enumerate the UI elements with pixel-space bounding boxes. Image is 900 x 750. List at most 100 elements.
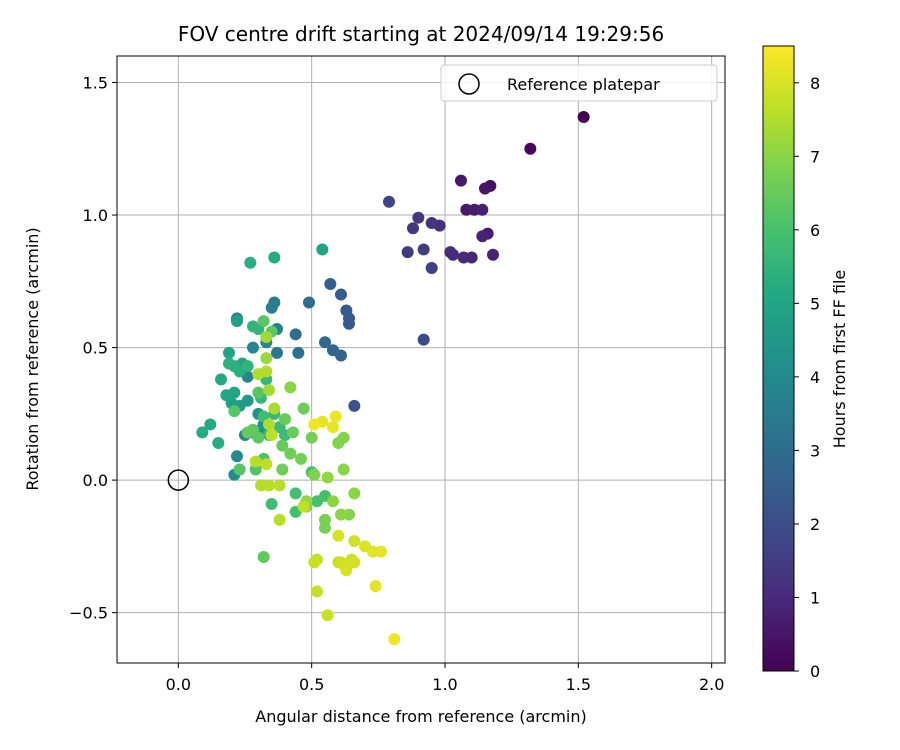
colorbar-ticks: 0 1 2 3 4 5 6 7 8 [794,74,820,681]
data-point [271,346,283,359]
y-tick-label: 1.0 [83,206,108,225]
data-point [260,330,273,343]
data-point [476,203,489,216]
colorbar-tick-label: 0 [810,662,820,681]
legend-label-reference: Reference platepar [507,75,660,94]
data-point [289,328,302,341]
data-point [265,497,278,510]
data-point [231,450,243,463]
data-point [273,479,286,492]
data-point [268,251,281,264]
colorbar-tick-label: 1 [810,588,820,607]
data-point [268,402,281,415]
data-point [319,336,331,349]
data-point [223,346,235,359]
data-point [321,609,334,622]
colorbar-tick-label: 3 [810,441,820,460]
data-point [425,262,438,275]
colorbar-tick-label: 4 [810,368,820,387]
data-point [337,463,350,476]
data-point [223,357,235,370]
colorbar-tick-label: 6 [810,221,820,240]
data-point [303,296,315,309]
data-point [308,468,321,481]
plot-background [117,56,725,663]
data-point [196,426,209,439]
data-point [284,447,297,460]
data-point [273,513,286,526]
data-point [417,243,430,256]
data-point [479,182,491,195]
legend-reference-marker [458,73,480,95]
data-point [329,410,342,423]
data-point [252,368,265,381]
data-point [332,436,345,449]
data-point [292,346,305,359]
colorbar-tick-label: 8 [810,74,820,93]
y-tick-label: 0.5 [83,339,108,358]
data-point [335,288,347,301]
data-points [196,110,590,646]
data-point [263,479,275,492]
colorbar-tick-label: 7 [810,147,820,166]
data-point [252,386,265,399]
data-point [375,545,387,558]
colorbar-gradient [762,45,795,672]
data-point [388,633,401,646]
data-point [369,580,382,593]
data-point [457,251,470,264]
data-point [276,463,289,476]
data-point [348,399,361,412]
data-point [324,277,337,290]
data-point [327,421,339,434]
data-point [412,211,425,224]
data-point [401,246,414,259]
colorbar-label: Hours from first FF file [830,270,849,449]
data-point [241,426,254,439]
data-point [228,405,241,418]
data-point [316,243,329,256]
y-tick-label: 1.5 [83,74,108,93]
data-point [487,248,499,261]
data-point [311,585,323,598]
data-point [417,333,430,346]
data-point [335,508,347,521]
data-point [263,383,275,396]
x-tick-label: 0.0 [166,675,191,694]
data-point [425,216,438,229]
data-point [287,426,299,439]
data-point [444,246,457,259]
reference-platepar-marker [167,469,190,491]
plot-area [116,55,726,664]
data-point [295,452,307,465]
data-point [212,436,225,449]
data-point [524,142,537,155]
reference-marker-layer [167,469,190,491]
data-point [577,110,590,123]
data-point [241,360,254,373]
colorbar-tick-label: 5 [810,294,820,313]
data-point [305,431,318,444]
data-point [348,535,361,548]
data-point [308,418,321,431]
data-point [279,413,291,426]
data-point [263,418,275,431]
data-point [233,463,246,476]
data-point [383,195,395,208]
data-point [260,458,273,471]
data-point [455,174,467,187]
data-point [215,373,227,386]
data-point [257,550,270,563]
data-point [332,556,345,569]
data-point [297,402,310,415]
x-axis-title: Angular distance from reference (arcmin) [255,707,586,726]
x-tick-label: 1.5 [566,675,591,694]
data-point [321,471,334,484]
y-tick-label: −0.5 [69,604,108,623]
data-point [247,341,259,354]
y-axis-ticks: −0.5 0.0 0.5 1.0 1.5 [69,74,117,623]
y-tick-label: 0.0 [83,471,108,490]
data-point [265,429,278,442]
data-point [265,301,278,314]
